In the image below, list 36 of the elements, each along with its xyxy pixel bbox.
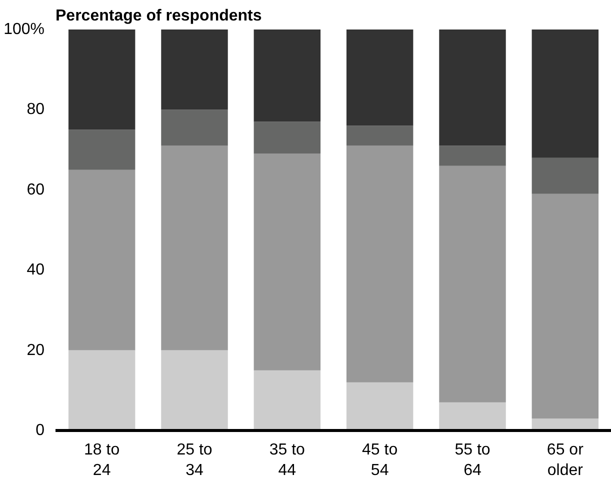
y-tick-label: 20 bbox=[26, 342, 45, 359]
y-tick-label: 40 bbox=[26, 262, 45, 279]
x-tick-label: 25 to 34 bbox=[176, 442, 212, 479]
bar bbox=[254, 154, 321, 370]
bar bbox=[439, 402, 506, 430]
bar bbox=[346, 382, 414, 430]
bar bbox=[346, 30, 414, 126]
bar bbox=[161, 350, 228, 430]
bar bbox=[68, 130, 136, 170]
x-tick-label: 65 or older bbox=[546, 442, 584, 479]
x-tick-label: 55 to 64 bbox=[454, 442, 490, 479]
bar bbox=[346, 146, 414, 382]
bar bbox=[161, 146, 228, 350]
bar bbox=[532, 194, 599, 418]
bar bbox=[439, 30, 506, 146]
bar bbox=[161, 30, 228, 110]
bar bbox=[68, 30, 136, 130]
y-tick-label: 80 bbox=[26, 101, 45, 118]
bar bbox=[439, 146, 506, 166]
y-tick-label: 0 bbox=[36, 422, 45, 439]
x-tick-label: 45 to 54 bbox=[362, 442, 398, 479]
bar bbox=[161, 110, 228, 146]
bar bbox=[346, 126, 414, 146]
bar bbox=[532, 30, 599, 158]
chart-title: Percentage of respondents bbox=[56, 8, 262, 24]
x-tick-label: 35 to 44 bbox=[269, 442, 306, 479]
bar bbox=[68, 350, 136, 430]
y-tick-label: 60 bbox=[26, 181, 45, 198]
bar bbox=[254, 370, 321, 430]
bar bbox=[254, 122, 321, 154]
bar bbox=[68, 170, 136, 350]
bar bbox=[254, 30, 321, 122]
x-tick-label: 18 to 24 bbox=[84, 442, 120, 479]
bar bbox=[532, 158, 599, 194]
bar bbox=[439, 166, 506, 402]
y-tick-label: 100% bbox=[4, 21, 44, 38]
